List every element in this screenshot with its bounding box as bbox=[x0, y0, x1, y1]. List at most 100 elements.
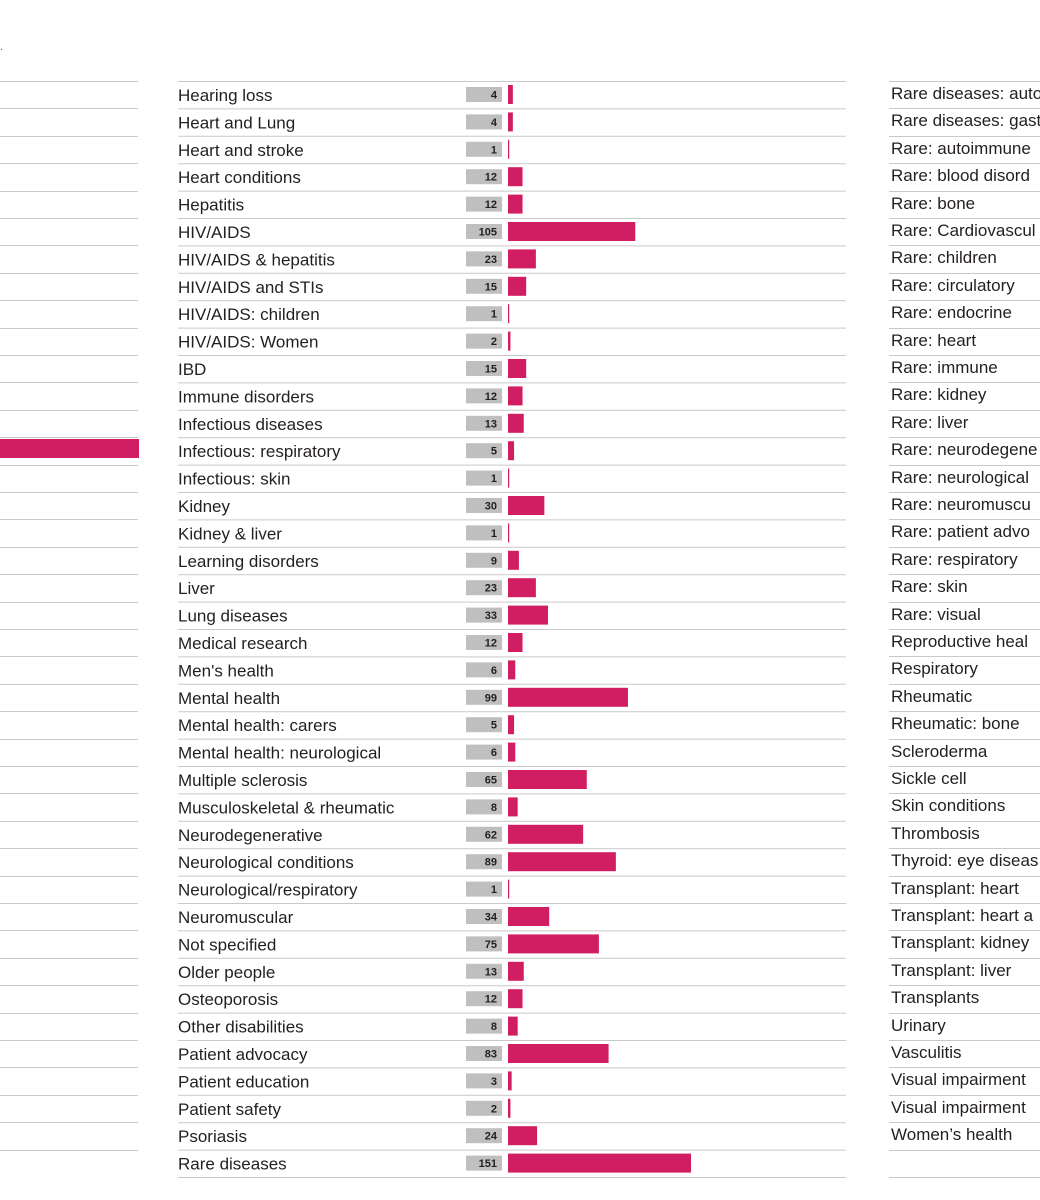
value-label: 5 bbox=[491, 720, 497, 732]
value-label: 2 bbox=[491, 336, 497, 348]
category-label: Neurological/respiratory bbox=[178, 881, 358, 900]
right-category-row: Visual impairment bbox=[891, 1095, 1040, 1122]
bar bbox=[508, 961, 524, 981]
row-divider bbox=[0, 875, 138, 877]
row-divider bbox=[889, 574, 1040, 576]
row-divider bbox=[889, 1149, 1040, 1151]
category-label: Heart and stroke bbox=[178, 141, 304, 160]
row-divider bbox=[0, 218, 138, 219]
row-divider bbox=[0, 601, 138, 603]
row-divider bbox=[0, 546, 138, 548]
bar-chart-svg: Hearing loss 4 Heart and Lung 4 Heart and st… bbox=[178, 81, 846, 1178]
category-label: HIV/AIDS: children bbox=[178, 305, 320, 324]
row-divider bbox=[0, 711, 138, 713]
category-label: Neurodegenerative bbox=[178, 826, 323, 845]
category-label: Respiratory bbox=[891, 659, 978, 679]
category-label: Neurological conditions bbox=[178, 853, 354, 872]
value-label: 6 bbox=[491, 747, 497, 759]
category-label: IBD bbox=[178, 360, 206, 379]
bar bbox=[508, 715, 515, 735]
value-box bbox=[466, 991, 502, 1007]
value-box bbox=[466, 909, 502, 924]
right-category-row: Rare: bone bbox=[891, 191, 1040, 218]
category-label: Rare: children bbox=[891, 248, 997, 268]
value-label: 89 bbox=[485, 857, 497, 869]
value-box bbox=[466, 169, 502, 185]
value-box bbox=[466, 1073, 502, 1089]
bar bbox=[508, 660, 516, 680]
category-label: Rare: liver bbox=[891, 412, 969, 432]
right-category-row: Rare: Cardiovascul bbox=[891, 218, 1040, 245]
row-divider bbox=[889, 1122, 1040, 1124]
right-category-row: Vasculitis bbox=[891, 1040, 1040, 1067]
row-divider bbox=[0, 519, 138, 521]
category-label: Lung diseases bbox=[178, 607, 288, 626]
value-box bbox=[466, 635, 502, 650]
category-label: Kidney & liver bbox=[178, 524, 282, 543]
category-label: Rare: neurodegene bbox=[891, 440, 1038, 460]
value-box bbox=[466, 333, 502, 349]
value-box bbox=[466, 607, 502, 623]
row-divider bbox=[889, 820, 1040, 822]
value-label: 34 bbox=[485, 912, 498, 924]
value-label: 62 bbox=[485, 829, 497, 841]
bar bbox=[508, 304, 510, 324]
value-box bbox=[466, 114, 502, 130]
bar bbox=[508, 550, 519, 570]
value-label: 24 bbox=[485, 1131, 498, 1143]
bar bbox=[508, 523, 510, 543]
row-divider bbox=[889, 656, 1040, 658]
value-box bbox=[466, 744, 502, 760]
bar bbox=[508, 578, 536, 598]
category-label: Infectious diseases bbox=[178, 415, 323, 434]
value-label: 12 bbox=[485, 199, 497, 211]
value-label: 12 bbox=[485, 638, 497, 650]
category-label: Rare: patient advo bbox=[891, 522, 1030, 542]
value-box bbox=[466, 278, 502, 294]
bar bbox=[508, 605, 548, 625]
right-category-row: Rare: immune bbox=[891, 355, 1040, 382]
bar bbox=[508, 934, 599, 954]
right-category-row: Rare: neurodegene bbox=[891, 437, 1040, 464]
row-divider bbox=[0, 464, 138, 466]
value-box bbox=[466, 415, 502, 431]
row-divider bbox=[889, 464, 1040, 466]
row-divider bbox=[0, 492, 138, 493]
bar bbox=[508, 139, 510, 159]
value-label: 1 bbox=[491, 144, 497, 156]
value-label: 8 bbox=[491, 1021, 497, 1033]
category-label: Rare diseases: gast bbox=[891, 111, 1040, 131]
row-divider bbox=[0, 1012, 138, 1014]
category-label: Medical research bbox=[178, 634, 307, 653]
value-label: 5 bbox=[491, 446, 497, 458]
row-divider bbox=[0, 1040, 138, 1041]
row-divider bbox=[889, 766, 1040, 767]
row-divider bbox=[889, 519, 1040, 521]
row-divider bbox=[889, 272, 1040, 274]
value-label: 30 bbox=[485, 501, 497, 513]
value-box bbox=[466, 552, 502, 568]
right-category-row: Transplant: heart a bbox=[891, 903, 1040, 930]
right-category-row: Thrombosis bbox=[891, 821, 1040, 848]
row-divider bbox=[0, 163, 138, 165]
bar bbox=[508, 1071, 512, 1091]
bar bbox=[508, 989, 523, 1009]
category-label: Rare: respiratory bbox=[891, 549, 1018, 569]
category-label: Transplant: heart a bbox=[891, 906, 1034, 925]
row-divider bbox=[889, 409, 1040, 411]
category-label: Reproductive heal bbox=[891, 632, 1029, 651]
value-label: 2 bbox=[491, 1103, 497, 1115]
value-box bbox=[466, 470, 502, 486]
right-category-row: Reproductive heal bbox=[891, 629, 1040, 656]
row-divider bbox=[0, 437, 138, 439]
row-divider bbox=[0, 409, 138, 411]
row-divider bbox=[0, 820, 138, 822]
value-label: 1 bbox=[491, 884, 497, 896]
row-divider bbox=[889, 848, 1040, 850]
row-divider bbox=[0, 355, 138, 356]
bar bbox=[508, 907, 550, 926]
bar bbox=[508, 413, 524, 433]
bar bbox=[508, 276, 527, 296]
value-box bbox=[466, 881, 502, 897]
right-category-row: Rare: respiratory bbox=[891, 547, 1040, 574]
